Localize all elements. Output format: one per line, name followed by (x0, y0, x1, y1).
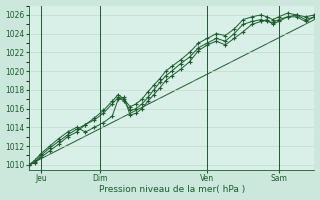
X-axis label: Pression niveau de la mer( hPa ): Pression niveau de la mer( hPa ) (99, 185, 245, 194)
